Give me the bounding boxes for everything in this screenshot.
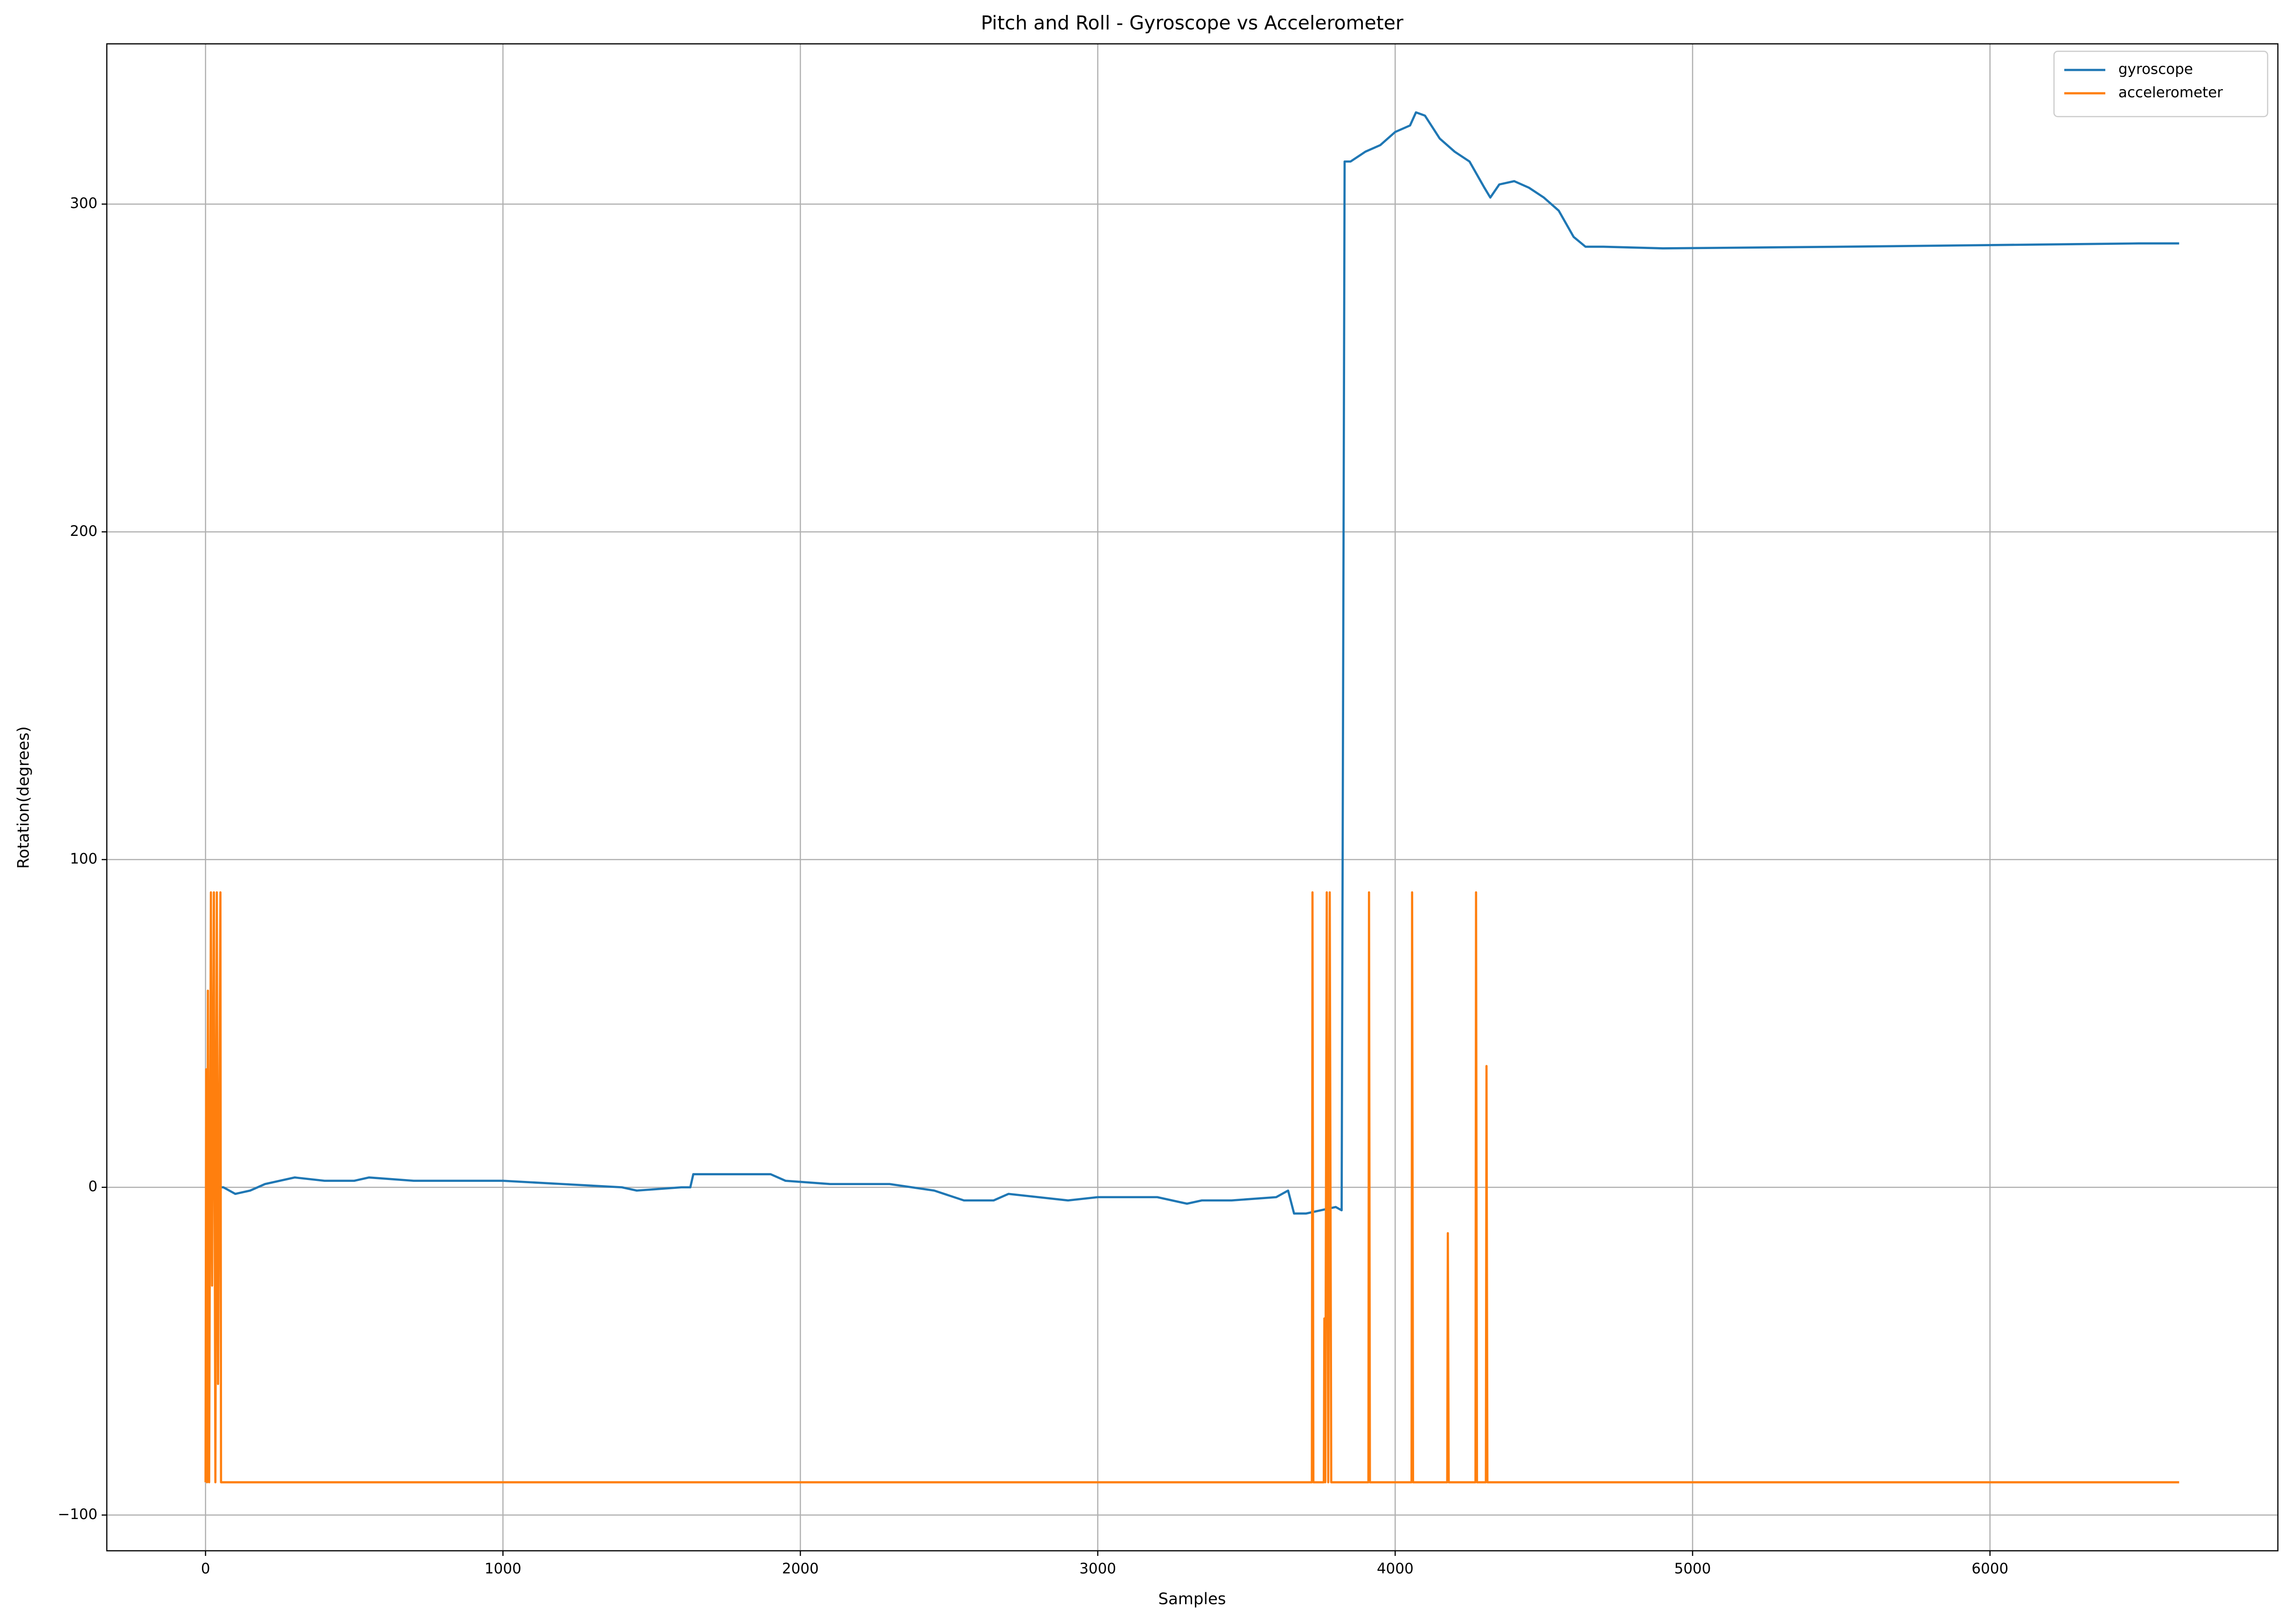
x-tick-label: 0: [201, 1561, 210, 1577]
x-tick-label: 5000: [1674, 1561, 1711, 1577]
legend-label: gyroscope: [2118, 61, 2193, 78]
y-tick-label: 300: [70, 195, 97, 212]
line-series: [205, 111, 2179, 1215]
y-tick-label: −100: [58, 1506, 97, 1523]
x-tick-label: 4000: [1377, 1561, 1414, 1577]
chart-title: Pitch and Roll - Gyroscope vs Accelerome…: [981, 12, 1403, 34]
y-axis-label: Rotation(degrees): [14, 726, 33, 869]
y-tick-label: 200: [70, 523, 97, 540]
legend-box: [2053, 50, 2269, 118]
x-axis-label: Samples: [1158, 1590, 1226, 1609]
legend-label: accelerometer: [2118, 84, 2223, 101]
plot-frame: [106, 43, 2279, 1552]
x-tick-label: 3000: [1079, 1561, 1116, 1577]
line-series: [204, 891, 2179, 1484]
x-tick-label: 1000: [485, 1561, 521, 1577]
y-tick-label: 0: [88, 1178, 97, 1195]
x-tick-label: 2000: [782, 1561, 819, 1577]
y-tick-label: 100: [70, 851, 97, 868]
x-tick-label: 6000: [1971, 1561, 2008, 1577]
